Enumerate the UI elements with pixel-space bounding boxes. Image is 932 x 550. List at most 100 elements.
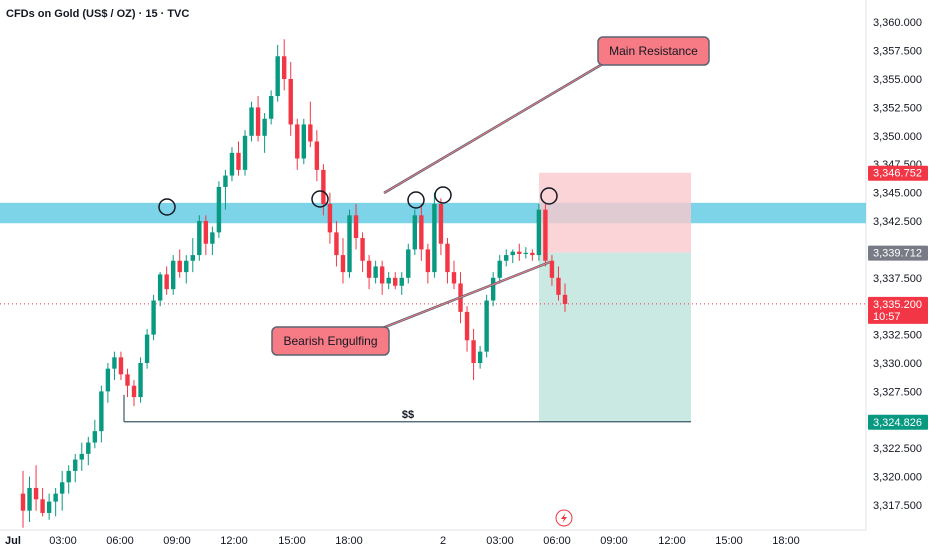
candle-body (236, 152, 241, 170)
candle-body (20, 493, 26, 511)
candle-body (373, 266, 378, 278)
candle-body (412, 215, 418, 250)
candle-body (536, 209, 542, 256)
candle-body (229, 152, 235, 176)
resistance-touch-marker-1 (158, 198, 176, 216)
candle-body (386, 277, 391, 284)
candle-body (144, 334, 150, 363)
candle-body (484, 300, 489, 352)
lightning-icon[interactable] (555, 509, 573, 527)
time-tick-label: 15:00 (715, 535, 743, 547)
price-tick-label: 3,320.000 (873, 472, 922, 484)
candle-body (366, 260, 372, 278)
price-tick-label: 3,322.500 (873, 443, 922, 455)
price-tick-label: 3,330.000 (873, 358, 922, 370)
price-tick-label: 3,360.000 (873, 17, 922, 29)
candle-body (118, 357, 124, 375)
candlestick-series (20, 39, 568, 528)
take-profit-badge (868, 414, 928, 430)
candle-body (334, 232, 339, 256)
price-tick-label: 3,317.500 (873, 500, 922, 512)
time-tick-label: 2 (440, 535, 446, 547)
candle-body (530, 252, 535, 256)
candle-body (379, 266, 385, 284)
price-tick-label: 3,355.000 (873, 74, 922, 86)
candle-body (151, 300, 156, 335)
candle-body (53, 493, 58, 502)
candle-body (314, 141, 320, 170)
candle-body (197, 221, 202, 256)
candle-body (86, 442, 91, 454)
candle-body (223, 175, 228, 187)
candle-body (471, 340, 476, 363)
candle-body (40, 499, 45, 513)
candle-body (497, 260, 502, 278)
resistance-touch-marker-4 (434, 186, 452, 204)
candle-body (262, 118, 267, 136)
candle-body (393, 277, 398, 286)
candle-body (510, 251, 515, 256)
time-tick-label: 12:00 (658, 535, 686, 547)
candle-body (33, 487, 39, 500)
candle-body (517, 251, 522, 254)
price-axis[interactable]: 3,317.5003,320.0003,322.5003,325.0003,32… (873, 17, 922, 512)
resistance-touch-marker-5 (540, 187, 558, 205)
time-tick-label: Jul (5, 535, 21, 547)
candle-body (295, 124, 300, 159)
main-resistance-callout (597, 36, 710, 66)
candle-body (92, 431, 98, 443)
time-tick-label: 09:00 (600, 535, 628, 547)
candle-body (301, 124, 306, 159)
candle-body (504, 255, 509, 261)
stop-loss-zone (539, 172, 691, 253)
candle-body (432, 203, 437, 273)
candle-body (164, 274, 169, 290)
bearish-engulfing-pointer-inner (379, 261, 551, 330)
candle-body (112, 357, 117, 369)
candle-body (203, 221, 209, 244)
candle-body (288, 79, 293, 125)
candle-body (353, 215, 359, 239)
candle-body (138, 363, 143, 398)
time-tick-label: 18:00 (335, 535, 363, 547)
candle-body (255, 107, 261, 136)
entry-badge (868, 245, 928, 261)
candle-body (477, 351, 483, 363)
candle-body (177, 260, 182, 273)
candle-body (562, 294, 568, 304)
price-tick-label: 3,350.000 (873, 131, 922, 143)
time-tick-label: 09:00 (163, 535, 191, 547)
resistance-touch-marker-3 (407, 191, 425, 209)
candle-body (399, 277, 404, 286)
take-profit-badge-label: 3,324.826 (873, 417, 922, 429)
candle-body (347, 215, 352, 273)
candle-body (125, 374, 130, 386)
time-tick-label: 15:00 (278, 535, 306, 547)
candle-body (549, 260, 555, 278)
candle-body (556, 277, 561, 295)
main-resistance-text: Main Resistance (609, 44, 698, 58)
stop-loss-badge-label: 3,346.752 (873, 168, 922, 180)
current-price-badge-label: 3,335.200 (873, 299, 922, 311)
candle-body (157, 274, 163, 301)
candle-body (490, 277, 496, 301)
price-tick-label: 3,357.500 (873, 46, 922, 58)
current-price-badge-timer: 10:57 (873, 311, 901, 323)
time-tick-label: 03:00 (486, 535, 514, 547)
price-tick-label: 3,345.000 (873, 188, 922, 200)
candle-body (282, 56, 287, 79)
time-axis[interactable]: Jul 03:00 06:00 09:00 12:00 15:00 18:00 2 03:00 0… (5, 535, 800, 547)
time-tick-label: 12:00 (220, 535, 248, 547)
candle-body (327, 203, 333, 233)
entry-badge-label: 3,339.712 (873, 248, 922, 260)
candle-body (308, 124, 313, 142)
candle-body (46, 501, 52, 513)
candle-body (275, 56, 280, 97)
price-tick-label: 3,332.500 (873, 330, 922, 342)
chart-title: CFDs on Gold (US$ / OZ) · 15 · TVC (6, 8, 189, 20)
candle-body (184, 260, 189, 273)
candle-body (216, 186, 222, 233)
candle-body (340, 255, 346, 273)
